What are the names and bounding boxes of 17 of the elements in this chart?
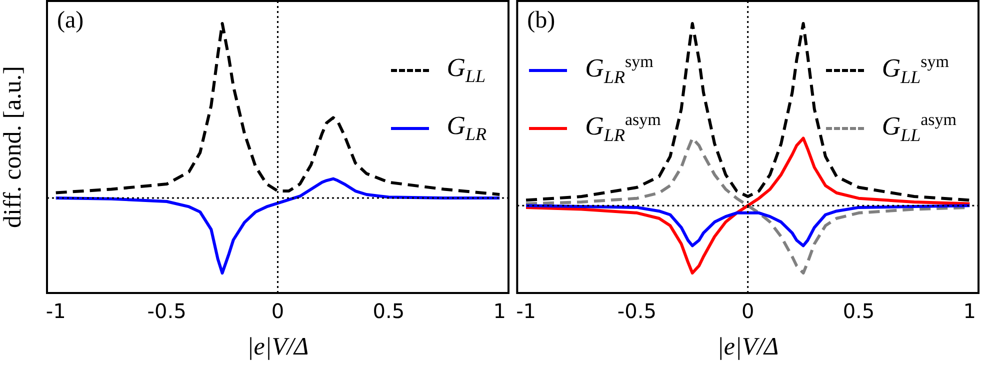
x-tick-label: 0.5 bbox=[372, 299, 405, 324]
x-tick-label: -1 bbox=[516, 299, 536, 324]
x-axis-title: |e|V/Δ bbox=[716, 334, 779, 361]
annotation: (b) bbox=[527, 7, 556, 34]
legend-label: G$_{LL}$ bbox=[446, 52, 486, 88]
x-tick-label: -0.5 bbox=[617, 299, 656, 324]
y-axis-title: diff. cond. [a.u.] bbox=[0, 66, 27, 228]
x-tick-label: -0.5 bbox=[147, 299, 186, 324]
x-tick-label: 1 bbox=[493, 299, 506, 324]
x-tick-label: -1 bbox=[46, 299, 66, 324]
legend-label: G$_{LR}$ bbox=[446, 110, 486, 146]
x-tick-label: 0.5 bbox=[842, 299, 875, 324]
x-tick-label: 1 bbox=[963, 299, 976, 324]
annotation: (a) bbox=[57, 7, 84, 34]
x-tick-label: 0 bbox=[741, 299, 754, 324]
x-axis-title: |e|V/Δ bbox=[246, 334, 309, 361]
x-tick-label: 0 bbox=[271, 299, 284, 324]
